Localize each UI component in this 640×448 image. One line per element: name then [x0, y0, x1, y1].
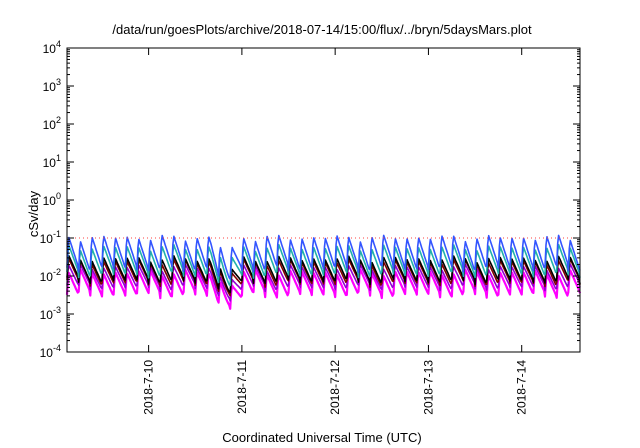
y-tick-label: 103	[43, 77, 61, 94]
x-tick-label: 2018-7-12	[328, 360, 342, 415]
x-tick-label: 2018-7-11	[235, 360, 249, 414]
y-tick-label: 101	[43, 153, 61, 170]
x-axis: 2018-7-10 2018-7-11 2018-7-12 2018-7-13 2018…	[142, 48, 529, 415]
y-axis: 10-4 10-3 10-2 10-1 100 101 102 103 104	[40, 39, 580, 360]
y-tick-label: 100	[43, 191, 61, 208]
series-line	[66, 255, 581, 294]
y-axis-label: cSv/day	[26, 190, 41, 237]
y-tick-label: 104	[43, 39, 61, 56]
series-line	[66, 243, 581, 287]
plot-frame	[66, 47, 581, 353]
chart-title: /data/run/goesPlots/archive/2018-07-14/1…	[112, 22, 532, 37]
x-axis-label: Coordinated Universal Time (UTC)	[222, 430, 421, 445]
x-tick-label: 2018-7-13	[421, 360, 435, 415]
y-tick-label: 10-4	[40, 343, 61, 360]
y-tick-label: 10-1	[40, 229, 61, 246]
x-tick-label: 2018-7-14	[515, 360, 529, 415]
y-tick-label: 102	[43, 115, 61, 132]
series-line	[66, 234, 581, 280]
x-tick-label: 2018-7-10	[142, 360, 156, 415]
series-line	[65, 268, 582, 310]
y-tick-label: 10-3	[40, 305, 61, 322]
y-tick-label: 10-2	[40, 267, 61, 284]
series-line	[66, 263, 581, 302]
series-layer	[65, 234, 582, 310]
